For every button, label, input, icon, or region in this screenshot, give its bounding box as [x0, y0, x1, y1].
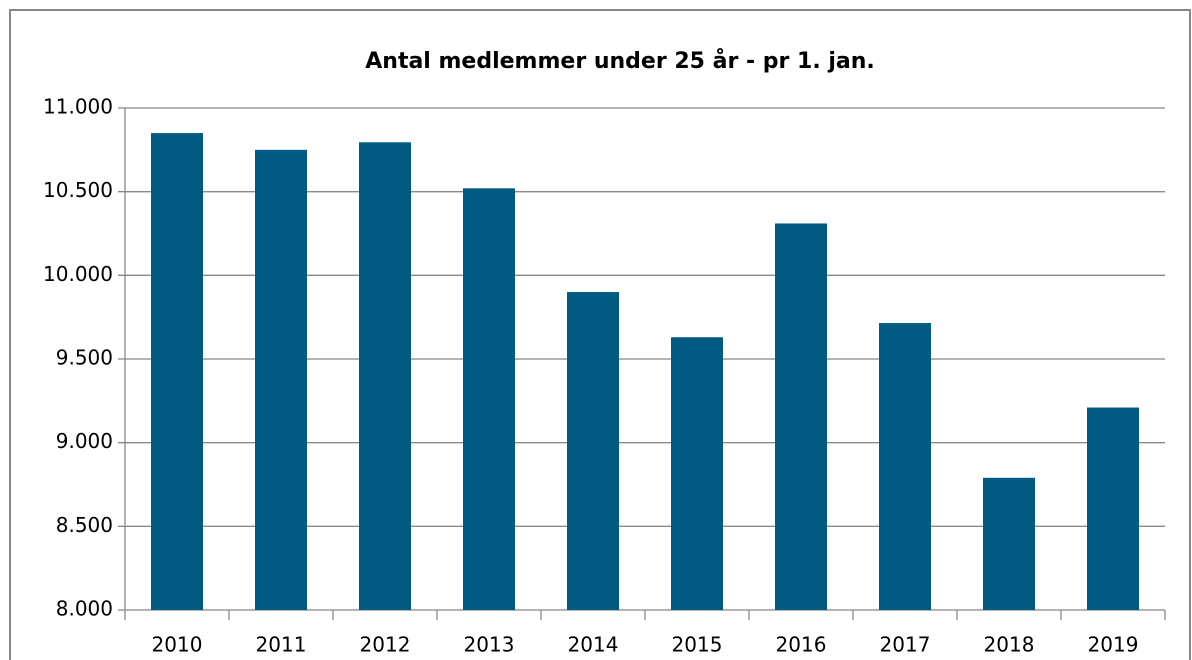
bar	[983, 477, 1035, 610]
y-tick-label: 9.000	[56, 429, 113, 453]
x-tick-label: 2012	[360, 633, 411, 657]
x-tick-label: 2017	[880, 633, 931, 657]
x-tick-label: 2018	[984, 633, 1035, 657]
x-tick-label: 2010	[152, 633, 203, 657]
bar	[463, 188, 515, 610]
y-tick-label: 11.000	[43, 95, 113, 119]
y-tick-label: 10.000	[43, 262, 113, 286]
x-tick-label: 2014	[568, 633, 619, 657]
bar	[255, 149, 307, 611]
y-tick-label: 8.000	[56, 597, 113, 621]
bar	[1087, 407, 1139, 610]
x-tick-label: 2013	[464, 633, 515, 657]
x-tick-label: 2019	[1088, 633, 1139, 657]
bar	[775, 223, 827, 610]
chart-title: Antal medlemmer under 25 år - pr 1. jan.	[365, 48, 875, 74]
x-tick-label: 2015	[672, 633, 723, 657]
y-tick-label: 10.500	[43, 178, 113, 202]
y-tick-label: 8.500	[56, 513, 113, 537]
x-tick-label: 2011	[256, 633, 307, 657]
bar	[567, 292, 619, 610]
x-tick-label: 2016	[776, 633, 827, 657]
chart-border	[9, 9, 1191, 660]
bar	[671, 337, 723, 610]
bar	[359, 142, 411, 610]
y-tick-label: 9.500	[56, 346, 113, 370]
bar	[879, 323, 931, 610]
bar	[151, 133, 203, 610]
